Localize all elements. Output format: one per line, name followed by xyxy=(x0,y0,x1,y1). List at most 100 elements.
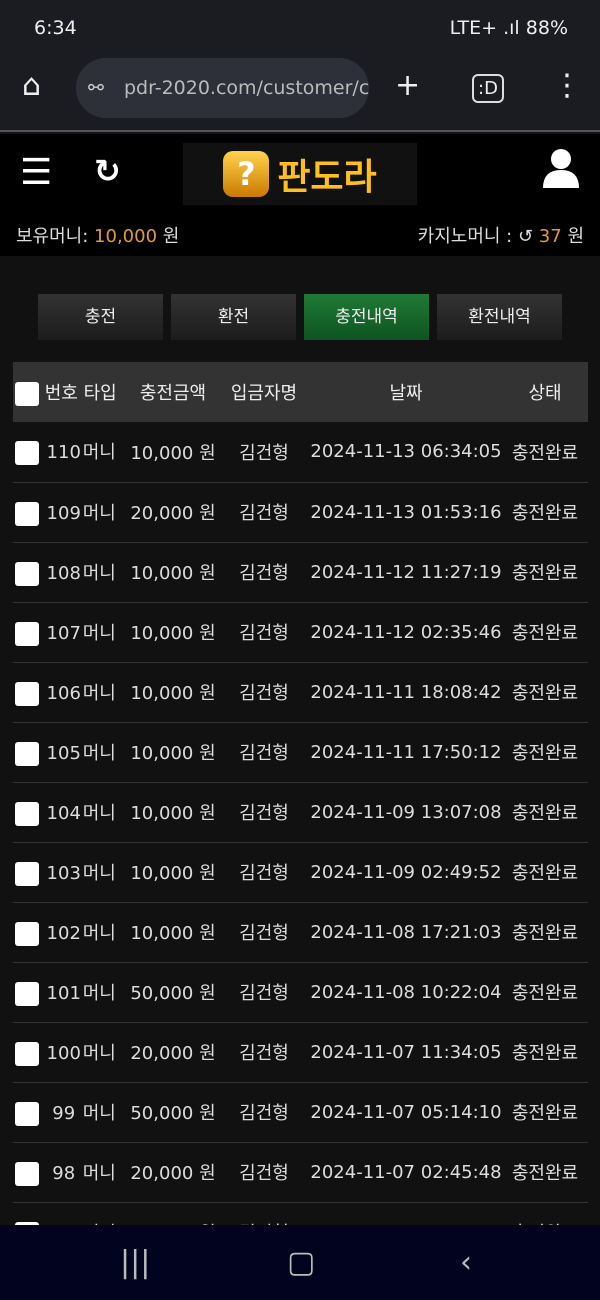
casino-refresh-icon[interactable]: ↺ xyxy=(517,226,534,247)
row-amount: 10,000 원 xyxy=(128,542,218,603)
tab-deposit[interactable]: 충전 xyxy=(38,294,163,340)
url-bar[interactable]: ⚯ pdr-2020.com/customer/c xyxy=(76,58,369,118)
row-number: 102 xyxy=(46,922,81,944)
row-checkbox[interactable] xyxy=(15,741,39,766)
tab-switcher-icon[interactable]: :D xyxy=(472,74,504,103)
balance: 보유머니: 10,000 원 xyxy=(16,222,179,248)
new-tab-icon[interactable]: + xyxy=(395,68,421,103)
row-number: 103 xyxy=(46,862,81,884)
tab-withdraw-history[interactable]: 환전내역 xyxy=(437,294,562,340)
menu-icon[interactable]: ☰ xyxy=(20,152,53,193)
casino-label: 카지노머니 : xyxy=(417,226,513,247)
row-depositor: 김건형 xyxy=(218,1142,310,1203)
table-row[interactable]: 107 머니 10,000 원 김건형 2024-11-12 02:35:46 충… xyxy=(13,602,588,663)
table-row[interactable]: 104 머니 10,000 원 김건형 2024-11-09 13:07:08 충… xyxy=(13,782,588,843)
row-amount: 20,000 원 xyxy=(128,1022,218,1083)
status-bar: 6:34 LTE+ .ıl 88% xyxy=(0,0,600,58)
row-depositor: 김건형 xyxy=(218,482,310,543)
table-row[interactable]: 101 머니 50,000 원 김건형 2024-11-08 10:22:04 충… xyxy=(13,962,588,1023)
row-status: 충전완료 xyxy=(502,1082,588,1143)
refresh-icon[interactable]: ↻ xyxy=(94,152,121,190)
row-number: 107 xyxy=(46,622,81,644)
row-depositor: 김건형 xyxy=(218,722,310,783)
row-type: 머니 xyxy=(82,1102,116,1124)
row-status: 충전완료 xyxy=(502,602,588,663)
row-depositor: 김건형 xyxy=(218,842,310,903)
row-checkbox[interactable] xyxy=(15,561,39,586)
table-row[interactable]: 99 머니 50,000 원 김건형 2024-11-07 05:14:10 충전… xyxy=(13,1082,588,1143)
row-depositor: 김건형 xyxy=(218,782,310,843)
row-checkbox[interactable] xyxy=(15,861,39,886)
table-row[interactable]: 105 머니 10,000 원 김건형 2024-11-11 17:50:12 충… xyxy=(13,722,588,783)
row-number: 105 xyxy=(46,742,81,764)
casino-money: 카지노머니 : ↺ 37 원 xyxy=(418,222,584,248)
row-depositor: 김건형 xyxy=(218,662,310,723)
table-row[interactable]: 100 머니 20,000 원 김건형 2024-11-07 11:34:05 충… xyxy=(13,1022,588,1083)
header-status: 상태 xyxy=(502,362,588,422)
row-date: 2024-11-09 02:49:52 xyxy=(310,842,502,903)
row-checkbox[interactable] xyxy=(15,501,39,526)
tab-withdraw[interactable]: 환전 xyxy=(171,294,296,340)
row-checkbox[interactable] xyxy=(15,801,39,826)
logo[interactable]: ? 판도라 xyxy=(183,143,417,205)
row-depositor: 김건형 xyxy=(218,902,310,963)
logo-text: 판도라 xyxy=(277,157,377,198)
back-icon[interactable]: ‹ xyxy=(460,1245,472,1280)
row-date: 2024-11-08 10:22:04 xyxy=(310,962,502,1023)
recent-apps-icon[interactable]: ||| xyxy=(120,1245,151,1280)
table-row[interactable]: 110 머니 10,000 원 김건형 2024-11-13 06:34:05 충… xyxy=(13,422,588,483)
site-header: ☰ ↻ ? 판도라 보유머니: 10,000 원 카지노머니 : ↺ 37 원 xyxy=(0,134,600,256)
row-number: 109 xyxy=(46,502,81,524)
row-amount: 10,000 원 xyxy=(128,842,218,903)
row-number: 108 xyxy=(46,562,81,584)
row-checkbox[interactable] xyxy=(15,441,39,466)
row-checkbox[interactable] xyxy=(15,981,39,1006)
tab-deposit-history[interactable]: 충전내역 xyxy=(304,294,429,340)
url-text: pdr-2020.com/customer/c xyxy=(124,77,369,99)
row-date: 2024-11-07 05:14:10 xyxy=(310,1082,502,1143)
row-date: 2024-11-09 13:07:08 xyxy=(310,782,502,843)
table-header: 번호 타입 충전금액 입금자명 날짜 상태 xyxy=(13,362,588,422)
row-status: 충전완료 xyxy=(502,962,588,1023)
row-status: 충전완료 xyxy=(502,902,588,963)
row-date: 2024-11-11 17:50:12 xyxy=(310,722,502,783)
row-checkbox[interactable] xyxy=(15,1041,39,1066)
row-checkbox[interactable] xyxy=(15,681,39,706)
table-row[interactable]: 106 머니 10,000 원 김건형 2024-11-11 18:08:42 충… xyxy=(13,662,588,723)
row-date: 2024-11-07 11:34:05 xyxy=(310,1022,502,1083)
row-checkbox[interactable] xyxy=(15,621,39,646)
home-icon[interactable]: ⌂ xyxy=(22,68,42,103)
network-indicator: LTE+ xyxy=(449,17,498,39)
row-type: 머니 xyxy=(82,742,116,764)
more-menu-icon[interactable]: ⋮ xyxy=(552,68,582,103)
row-amount: 10,000 원 xyxy=(128,782,218,843)
row-checkbox[interactable] xyxy=(15,921,39,946)
row-checkbox[interactable] xyxy=(15,1101,39,1126)
row-number-type: 104 머니 xyxy=(13,782,128,843)
table-row[interactable]: 102 머니 10,000 원 김건형 2024-11-08 17:21:03 충… xyxy=(13,902,588,963)
row-type: 머니 xyxy=(82,1042,116,1064)
header-number-type: 번호 타입 xyxy=(13,362,128,422)
row-status: 충전완료 xyxy=(502,542,588,603)
user-icon[interactable] xyxy=(542,148,580,188)
table-row[interactable]: 109 머니 20,000 원 김건형 2024-11-13 01:53:16 충… xyxy=(13,482,588,543)
table-row[interactable]: 108 머니 10,000 원 김건형 2024-11-12 11:27:19 충… xyxy=(13,542,588,603)
row-checkbox[interactable] xyxy=(15,1161,39,1186)
site-settings-icon[interactable]: ⚯ xyxy=(88,77,104,99)
home-button-icon[interactable]: ▢ xyxy=(287,1245,316,1280)
row-type: 머니 xyxy=(82,922,116,944)
table-row[interactable]: 98 머니 20,000 원 김건형 2024-11-07 02:45:48 충전… xyxy=(13,1142,588,1203)
row-number-type: 99 머니 xyxy=(13,1082,128,1143)
row-amount: 50,000 원 xyxy=(128,962,218,1023)
row-date: 2024-11-12 02:35:46 xyxy=(310,602,502,663)
table-row[interactable]: 103 머니 10,000 원 김건형 2024-11-09 02:49:52 충… xyxy=(13,842,588,903)
balance-label: 보유머니: xyxy=(16,226,89,247)
row-number-type: 109 머니 xyxy=(13,482,128,543)
row-number: 110 xyxy=(46,442,81,464)
select-all-checkbox[interactable] xyxy=(15,381,39,406)
header-date: 날짜 xyxy=(310,362,502,422)
row-depositor: 김건형 xyxy=(218,1022,310,1083)
row-amount: 20,000 원 xyxy=(128,482,218,543)
row-depositor: 김건형 xyxy=(218,422,310,483)
row-number: 104 xyxy=(46,802,81,824)
